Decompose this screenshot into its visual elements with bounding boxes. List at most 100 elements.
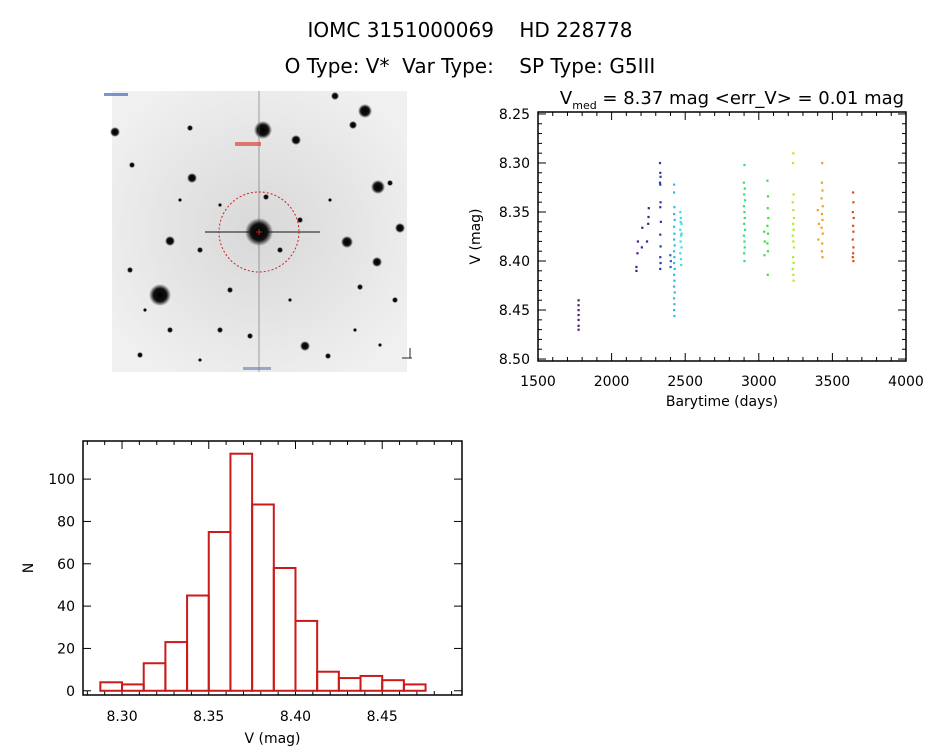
histogram-bar <box>381 679 405 692</box>
data-point <box>763 230 766 233</box>
compass-icon <box>402 348 412 359</box>
data-point <box>577 309 580 312</box>
x-axis-label: Barytime (days) <box>666 394 778 410</box>
data-point <box>636 240 640 243</box>
data-point <box>673 212 676 216</box>
star <box>197 247 203 253</box>
data-series <box>658 161 662 271</box>
title-rest: = 8.37 mag <err_V> = 0.01 mag <box>597 88 904 109</box>
data-point <box>679 220 682 223</box>
star <box>165 236 175 246</box>
data-point <box>851 210 854 214</box>
data-series <box>635 207 650 273</box>
data-point <box>792 261 795 265</box>
star <box>349 121 357 129</box>
data-point <box>577 313 580 317</box>
data-point <box>766 195 770 198</box>
star <box>387 180 393 186</box>
data-point <box>673 279 676 282</box>
data-point <box>791 234 794 237</box>
data-point <box>792 228 795 231</box>
data-point <box>659 267 662 271</box>
data-series <box>577 299 580 331</box>
data-point <box>673 250 676 253</box>
star <box>392 297 398 303</box>
data-point <box>766 179 769 182</box>
light-curve-chart: 1500 2000 2500 3000 3500 4000 8.25 8.30 8.35 8.40… <box>468 88 924 410</box>
data-point <box>766 242 769 245</box>
star <box>218 203 222 207</box>
data-point <box>673 225 676 228</box>
x-tick-label: 8.30 <box>106 709 137 725</box>
data-point <box>641 226 644 229</box>
y-tick-label: 8.35 <box>499 205 530 221</box>
data-point <box>673 285 676 288</box>
data-point <box>816 209 819 212</box>
histogram-bar <box>359 674 384 692</box>
star <box>300 341 310 351</box>
star <box>187 125 193 131</box>
data-point <box>743 240 746 243</box>
histogram-bar <box>402 683 427 692</box>
data-point <box>673 244 676 247</box>
data-point <box>673 232 676 235</box>
y-tick-label: 80 <box>57 514 75 530</box>
star <box>358 104 372 118</box>
data-point <box>821 161 824 165</box>
data-point <box>673 238 676 241</box>
data-point <box>792 246 796 249</box>
star <box>217 327 223 333</box>
star <box>129 162 135 168</box>
data-point <box>673 256 676 259</box>
data-point <box>577 299 580 302</box>
data-point <box>821 218 824 222</box>
target-label <box>235 142 261 146</box>
data-point <box>673 303 676 306</box>
x-tick-label: 1500 <box>520 374 556 390</box>
histogram-bar <box>272 567 297 692</box>
histogram-bar <box>207 531 232 692</box>
data-point <box>673 261 676 265</box>
data-point <box>763 240 766 243</box>
data-point <box>577 318 580 322</box>
survey-label <box>104 93 128 96</box>
data-point <box>659 245 662 248</box>
star <box>341 236 353 248</box>
plot-frame <box>537 111 907 362</box>
x-axis-label: V (mag) <box>244 731 300 747</box>
data-point <box>635 269 638 273</box>
data-point <box>852 246 855 249</box>
data-point <box>659 171 662 174</box>
data-point <box>791 201 794 204</box>
data-point <box>852 191 855 194</box>
data-point <box>577 304 580 307</box>
data-point <box>792 216 796 220</box>
data-point <box>659 261 662 265</box>
data-point <box>659 175 662 178</box>
star <box>357 284 363 290</box>
data-series <box>673 183 676 318</box>
histogram-chart: 8.30 8.35 8.40 8.45 0 20 40 60 80 100 V (mag) N <box>21 440 463 747</box>
star <box>263 194 269 200</box>
data-point <box>742 234 745 237</box>
star <box>291 135 301 145</box>
star <box>371 180 385 194</box>
data-point <box>659 206 662 209</box>
data-point <box>767 216 770 220</box>
star <box>178 198 182 202</box>
data-point <box>680 222 683 225</box>
data-point <box>792 209 795 212</box>
data-point <box>669 254 672 257</box>
data-point <box>743 222 746 225</box>
data-point <box>821 242 824 245</box>
x-tick-label: 3500 <box>815 374 851 390</box>
data-point <box>743 246 746 249</box>
x-tick-label: 8.35 <box>193 709 224 725</box>
x-tick-label: 2000 <box>594 374 630 390</box>
data-series <box>742 163 747 263</box>
coordinate-label <box>243 367 271 370</box>
star <box>227 287 233 293</box>
plot-frame <box>82 440 463 696</box>
data-point <box>791 161 795 165</box>
